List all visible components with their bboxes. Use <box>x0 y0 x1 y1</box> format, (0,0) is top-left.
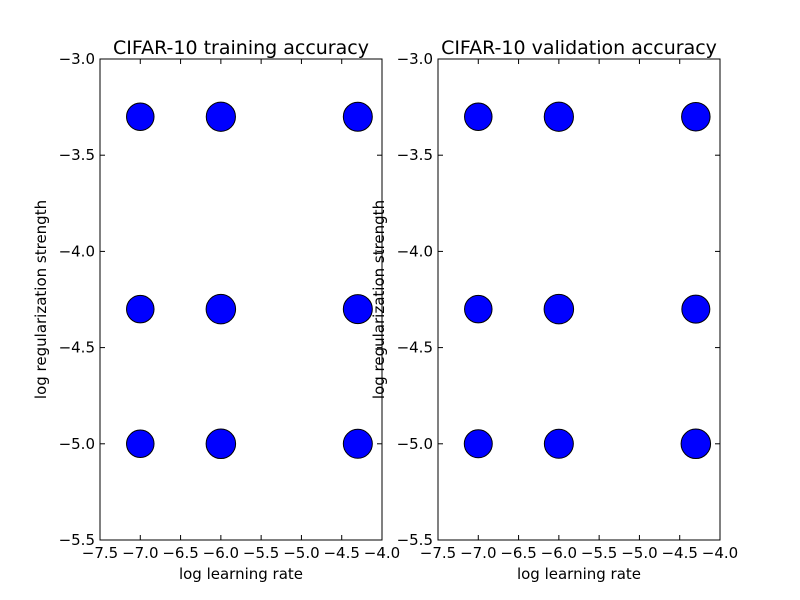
training-point-8 <box>342 428 373 459</box>
training-ytick-label: −4.5 <box>59 339 95 357</box>
validation-xtick-label: −7.0 <box>460 544 496 562</box>
training-point-3 <box>126 294 155 324</box>
training-point-7 <box>205 428 237 460</box>
training-xtick-label: −5.5 <box>243 544 279 562</box>
validation-point-1 <box>543 101 574 132</box>
validation-point-4 <box>543 293 575 325</box>
training-points <box>126 101 373 460</box>
validation-point-5 <box>681 294 711 324</box>
validation-ytick-label: −4.5 <box>397 339 433 357</box>
validation-point-6 <box>463 429 493 459</box>
training-ytick-label: −3.0 <box>59 50 95 68</box>
training-chart: CIFAR-10 training accuracy −7.5 −7.0 −6.5 −6… <box>32 37 400 583</box>
validation-point-0 <box>464 102 493 131</box>
training-xtick-label: −7.0 <box>122 544 158 562</box>
validation-axes-frame <box>437 58 721 541</box>
validation-point-7 <box>543 428 574 459</box>
training-ytick-label: −3.5 <box>59 146 95 164</box>
training-xtick-label: −6.0 <box>203 544 239 562</box>
training-xtick-label: −6.5 <box>162 544 198 562</box>
validation-ytick-label: −3.0 <box>397 50 433 68</box>
validation-ytick-label: −4.0 <box>397 242 433 260</box>
training-point-6 <box>126 429 155 459</box>
training-xtick-label: −5.0 <box>283 544 319 562</box>
training-ytick-label: −5.5 <box>59 531 95 549</box>
validation-xtick-label: −4.0 <box>702 544 738 562</box>
validation-chart: CIFAR-10 validation accuracy −7.5 −7.0 −6.5… <box>370 37 738 583</box>
validation-yaxis-label: log regularization strength <box>370 200 388 399</box>
training-axes-frame <box>99 58 383 541</box>
training-ytick-label: −4.0 <box>59 242 95 260</box>
validation-points <box>463 101 712 460</box>
validation-xtick-label: −5.5 <box>581 544 617 562</box>
training-xtick-label: −4.0 <box>364 544 400 562</box>
training-point-2 <box>342 101 373 132</box>
validation-xtick-label: −4.5 <box>661 544 697 562</box>
training-chart-title: CIFAR-10 training accuracy <box>113 37 369 59</box>
training-xtick-label: −4.5 <box>323 544 359 562</box>
validation-xtick-label: −6.0 <box>541 544 577 562</box>
validation-xtick-label: −5.0 <box>621 544 657 562</box>
validation-point-3 <box>464 294 493 324</box>
training-point-0 <box>126 102 155 131</box>
validation-ytick-label: −5.5 <box>397 531 433 549</box>
validation-ytick-label: −3.5 <box>397 146 433 164</box>
validation-point-8 <box>680 428 712 460</box>
validation-xaxis-label: log learning rate <box>517 565 641 583</box>
validation-xtick-label: −7.5 <box>420 544 456 562</box>
validation-chart-title: CIFAR-10 validation accuracy <box>441 37 717 59</box>
training-xaxis-label: log learning rate <box>179 565 303 583</box>
training-point-5 <box>342 294 373 325</box>
validation-xtick-label: −6.5 <box>500 544 536 562</box>
training-yaxis-label: log regularization strength <box>32 200 50 399</box>
validation-ytick-label: −5.0 <box>397 435 433 453</box>
training-point-4 <box>205 293 237 325</box>
training-ytick-label: −5.0 <box>59 435 95 453</box>
training-point-1 <box>205 101 236 132</box>
validation-point-2 <box>681 101 711 132</box>
training-xtick-label: −7.5 <box>82 544 118 562</box>
